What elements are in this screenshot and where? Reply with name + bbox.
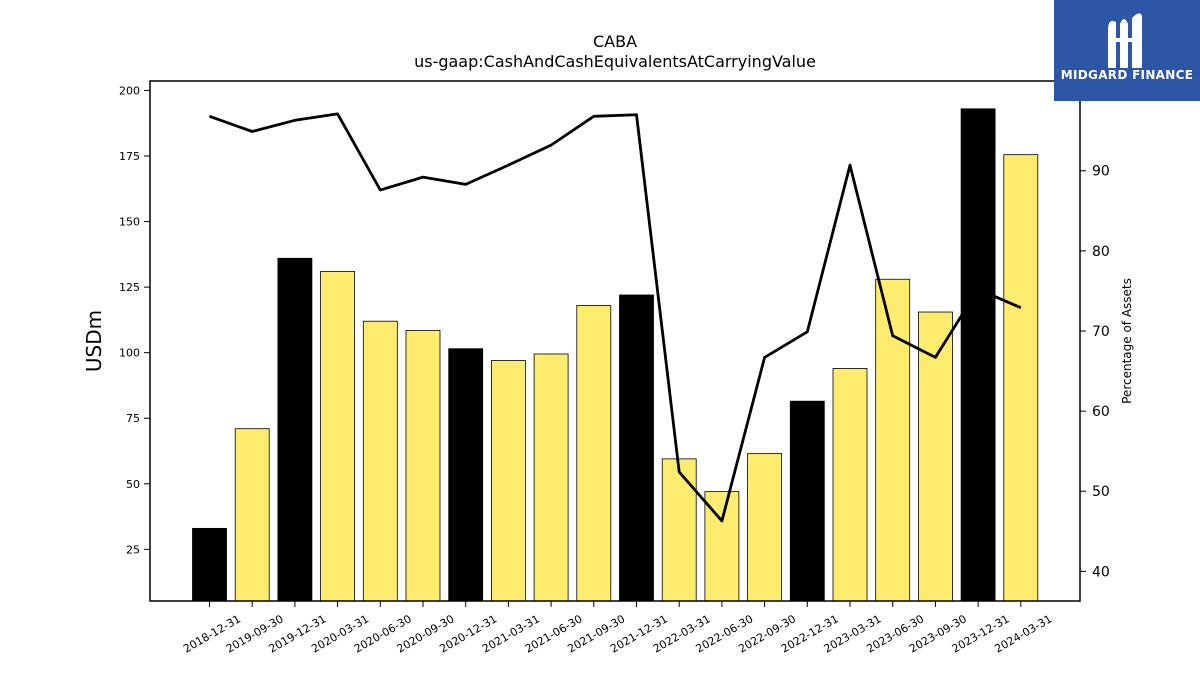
chart-subtitle: us-gaap:CashAndCashEquivalentsAtCarrying…: [414, 52, 816, 71]
percentage-line-series: [209, 112, 1022, 523]
x-axis: 2018-12-312019-09-302019-12-312020-03-31…: [181, 601, 1054, 656]
y2-tick-label: 40: [1092, 564, 1110, 580]
y2-tick-label: 50: [1092, 484, 1110, 500]
bar-2018-12-31: [192, 527, 227, 602]
brand-logo: MIDGARD FINANCE: [1054, 0, 1200, 101]
bar-2021-03-31: [490, 360, 526, 602]
chart-title: CABA: [592, 32, 638, 51]
y-tick-label: 125: [119, 281, 140, 294]
bar-2020-12-31: [448, 348, 484, 602]
y2-axis-label: Percentage of Assets: [1120, 278, 1134, 404]
bar-2024-03-31: [1003, 154, 1039, 602]
bar-2020-06-30: [362, 320, 398, 602]
y-tick-label: 100: [119, 347, 140, 360]
bar-2023-03-31: [832, 368, 868, 602]
right-y-axis: 40 50 60 70 80 90: [1080, 164, 1110, 580]
logo-text: MIDGARD FINANCE: [1060, 68, 1194, 82]
bar-2023-09-30: [918, 311, 953, 602]
y-tick-label: 75: [126, 412, 140, 425]
y2-tick-label: 90: [1092, 164, 1110, 180]
left-y-axis: 25 50 75 100 125 150 175 200: [119, 84, 150, 556]
bar-2023-06-30: [875, 278, 911, 602]
bar-2021-06-30: [533, 353, 569, 602]
y2-tick-label: 70: [1092, 324, 1110, 340]
bar-2020-09-30: [405, 329, 441, 602]
y-tick-label: 150: [119, 216, 140, 229]
y2-tick-label: 80: [1092, 244, 1110, 260]
plot-frame: [149, 80, 1081, 602]
bar-2019-12-31: [277, 257, 313, 602]
percentage-line: [209, 112, 1022, 523]
bar-2020-03-31: [320, 270, 356, 602]
y-tick-label: 200: [119, 84, 140, 97]
y-tick-label: 25: [126, 543, 140, 556]
y-axis-label: USDm: [82, 310, 106, 372]
bar-2019-09-30: [234, 428, 270, 602]
logo-icon: [1108, 13, 1142, 68]
y-tick-label: 50: [126, 478, 140, 491]
y2-tick-label: 60: [1092, 404, 1110, 420]
bar-2021-09-30: [576, 305, 612, 602]
bar-2022-03-31: [661, 458, 697, 602]
bar-2023-12-31: [960, 108, 996, 602]
bar-2022-09-30: [747, 453, 782, 602]
bar-2021-12-31: [619, 294, 654, 602]
bar-series: [192, 108, 1039, 602]
bar-2022-12-31: [789, 400, 825, 602]
y-tick-label: 175: [119, 150, 140, 163]
